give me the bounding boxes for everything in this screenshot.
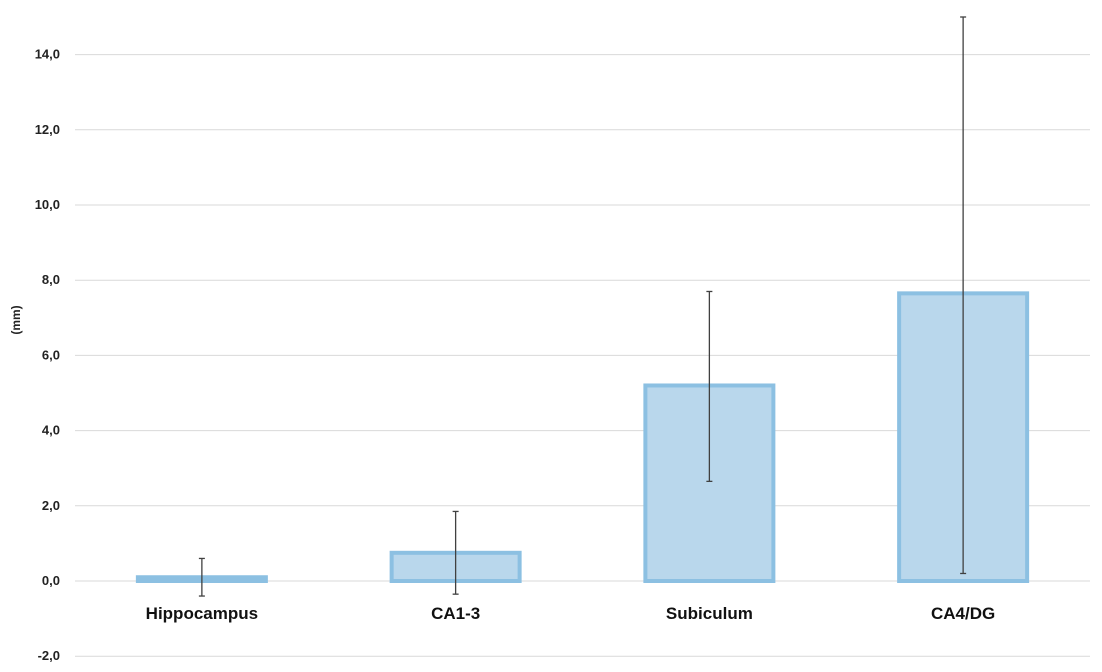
x-category-label: Subiculum [666, 604, 753, 623]
error-bar [198, 557, 205, 597]
y-tick-label: 6,0 [42, 347, 60, 362]
y-tick-label: 0,0 [42, 573, 60, 588]
error-bar [706, 290, 713, 483]
x-category-label: CA1-3 [431, 604, 480, 623]
y-axis-ticks: -2,0 0,0 2,0 4,0 6,0 8,0 10,0 12,0 14,0 [35, 47, 60, 664]
error-bar [452, 510, 459, 595]
x-category-label: Hippocampus [146, 604, 258, 623]
y-tick-label: 8,0 [42, 272, 60, 287]
x-axis-labels: Hippocampus CA1-3 Subiculum CA4/DG [146, 604, 996, 623]
y-tick-label: 14,0 [35, 47, 60, 62]
y-tick-label: 2,0 [42, 498, 60, 513]
y-tick-label: 10,0 [35, 197, 60, 212]
y-axis-title: (mm) [9, 305, 23, 334]
y-tick-label: 12,0 [35, 122, 60, 137]
error-bars [198, 16, 967, 597]
x-category-label: CA4/DG [931, 604, 995, 623]
error-bar [960, 16, 967, 575]
y-tick-label: -2,0 [38, 648, 60, 663]
bars [135, 291, 1030, 584]
y-tick-label: 4,0 [42, 423, 60, 438]
